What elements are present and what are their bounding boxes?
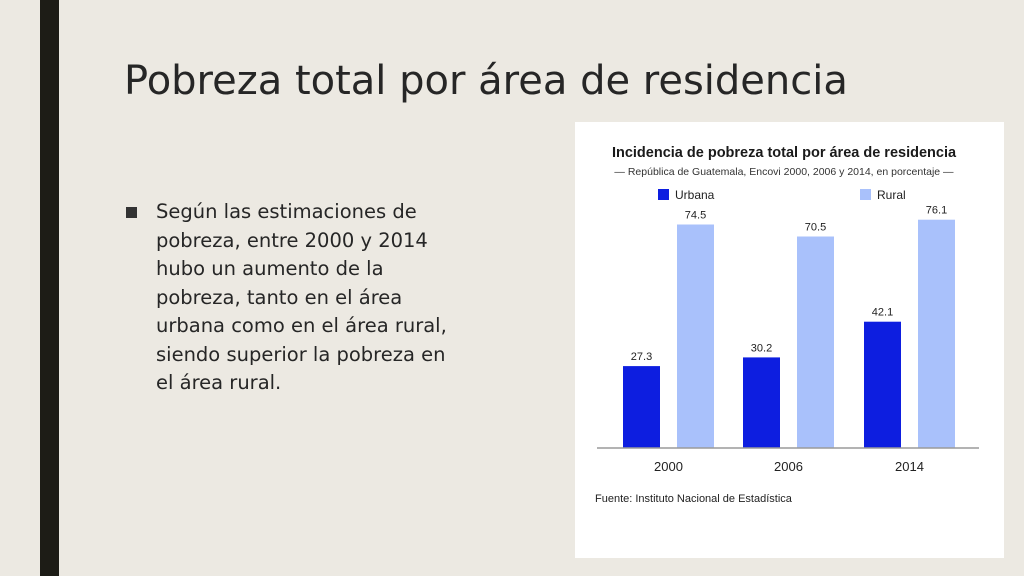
data-label-urbana-2014: 42.1: [872, 307, 893, 319]
bullet-list: Según las estimaciones de pobreza, entre…: [124, 198, 464, 398]
tick-label-2000: 2000: [654, 459, 683, 474]
data-label-rural-2000: 74.5: [685, 210, 706, 222]
data-label-urbana-2006: 30.2: [751, 342, 772, 354]
legend-label-urbana: Urbana: [675, 188, 715, 202]
bar-rural-2006: [797, 236, 834, 448]
chart-source: Fuente: Instituto Nacional de Estadístic…: [595, 493, 793, 505]
bar-urbana-2000: [623, 366, 660, 448]
chart-subtitle: — República de Guatemala, Encovi 2000, 2…: [614, 166, 954, 178]
data-label-rural-2006: 70.5: [805, 222, 826, 234]
legend-swatch-rural: [860, 189, 871, 200]
bar-rural-2000: [677, 224, 714, 448]
bar-chart: Incidencia de pobreza total por área de …: [595, 145, 979, 505]
x-axis-ticks: 2000 2006 2014: [654, 459, 924, 474]
bullet-text: Según las estimaciones de pobreza, entre…: [156, 200, 447, 394]
chart-title: Incidencia de pobreza total por área de …: [612, 145, 957, 161]
tick-label-2006: 2006: [774, 459, 803, 474]
bar-rural-2014: [918, 219, 955, 448]
square-bullet-icon: [126, 207, 137, 218]
slide-title: Pobreza total por área de residencia: [124, 58, 848, 104]
side-accent-bar: [40, 0, 59, 576]
legend-swatch-urbana: [658, 189, 669, 200]
legend-label-rural: Rural: [877, 188, 906, 202]
chart-panel: Incidencia de pobreza total por área de …: [575, 122, 1004, 558]
data-label-urbana-2000: 27.3: [631, 351, 652, 363]
bar-urbana-2006: [743, 357, 780, 448]
bar-urbana-2014: [864, 321, 901, 448]
chart-legend: Urbana Rural: [658, 188, 906, 202]
bullet-item: Según las estimaciones de pobreza, entre…: [124, 198, 464, 398]
tick-label-2014: 2014: [895, 459, 924, 474]
bars-group: 27.3 30.2 42.1 74.5 70.5 76.1: [623, 205, 955, 448]
data-label-rural-2014: 76.1: [926, 205, 947, 217]
